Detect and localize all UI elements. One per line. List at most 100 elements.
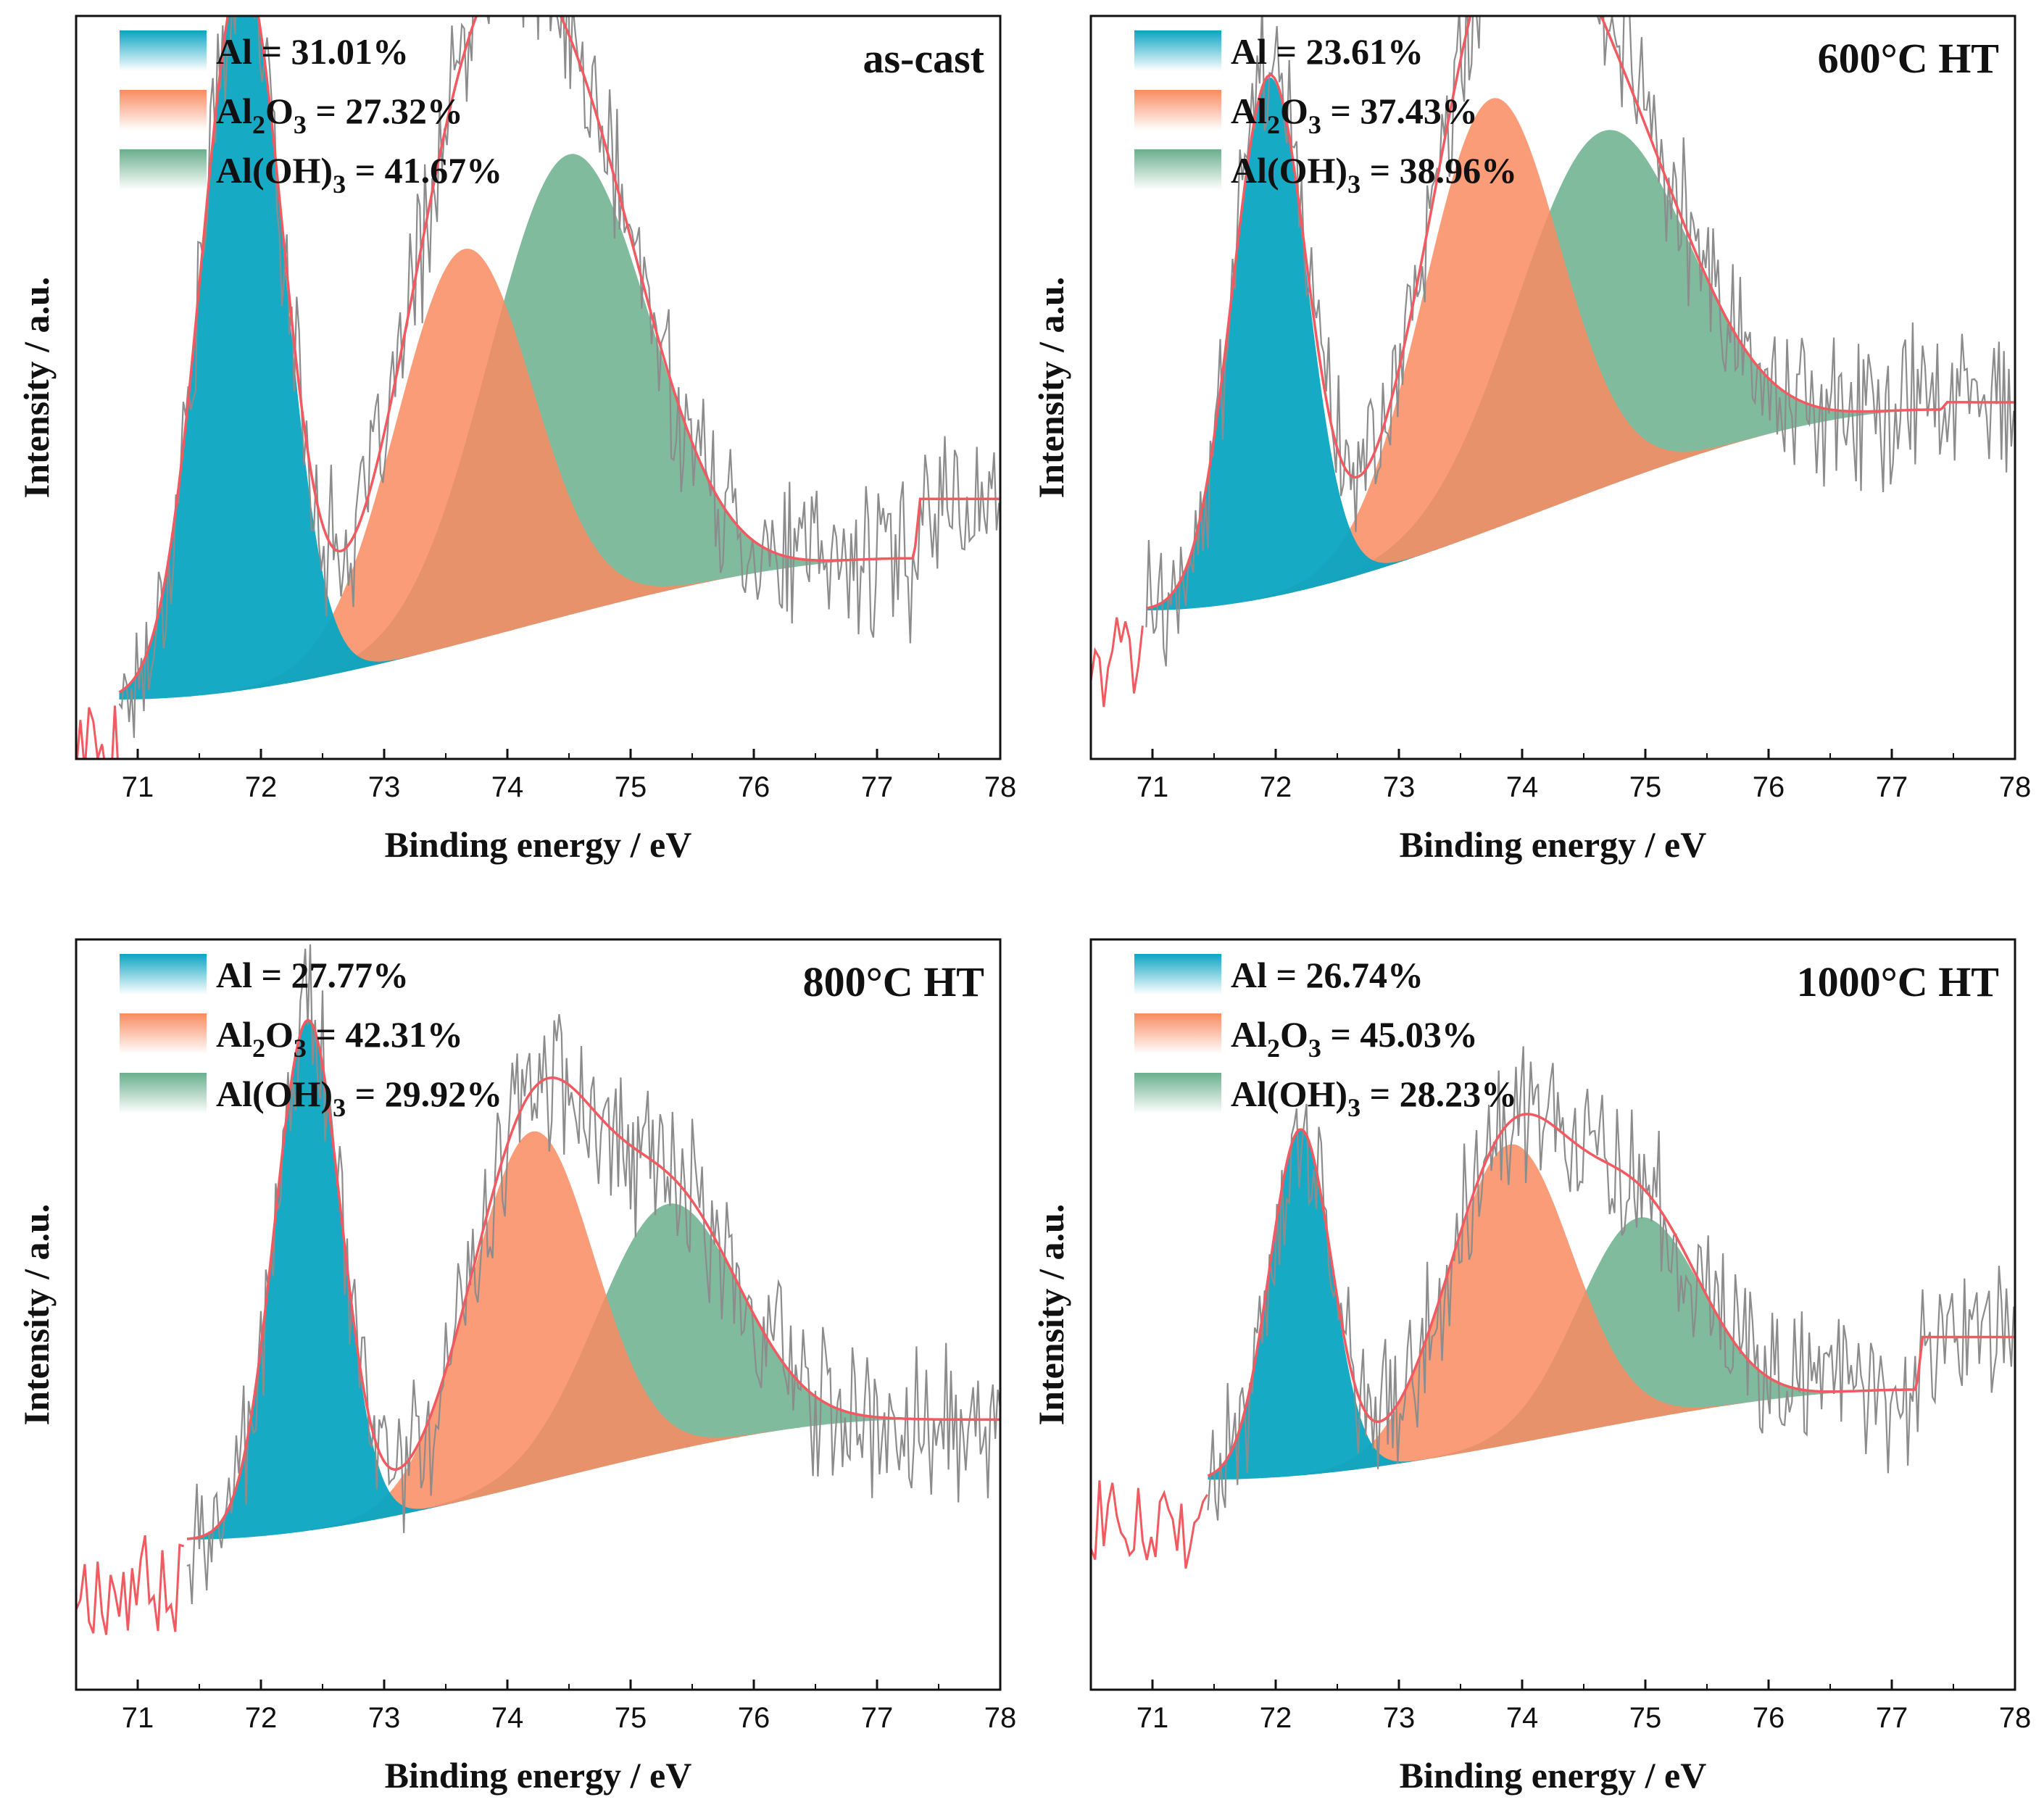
legend-swatch-aloh3: [1134, 1073, 1221, 1113]
panel-2: 71 72 73 74 75 76 77 78 Binding energy / eV Inten…: [1031, 14, 2032, 865]
peak-fill-al: [119, 16, 1000, 700]
legend-label: Al = 23.61%: [1231, 31, 1424, 72]
peak-fill-al: [187, 1021, 1000, 1540]
legend-swatch-al2o3: [1134, 1013, 1221, 1054]
plot-area: [1091, 1046, 2015, 1569]
panel-label: 800°C HT: [803, 958, 984, 1005]
x-tick-label: 74: [1506, 771, 1539, 803]
x-tick-label: 76: [738, 771, 770, 803]
lead-in-line: [1091, 617, 1144, 707]
x-tick-label: 73: [1383, 1702, 1416, 1734]
lead-in-line: [76, 705, 119, 759]
legend-label: Al = 31.01%: [216, 31, 409, 72]
panel-3: 71 72 73 74 75 76 77 78 Binding energy / eV Inten…: [16, 938, 1017, 1796]
envelope-fit-line: [1207, 1113, 2014, 1477]
x-tick-label: 75: [615, 1702, 647, 1734]
legend-label: Al = 27.77%: [216, 955, 409, 995]
legend: Al = 31.01% Al2O3 = 27.32% Al(OH)3 = 41.67…: [120, 30, 502, 199]
plot-area: [76, 944, 1000, 1635]
legend-swatch-al2o3: [120, 1013, 207, 1054]
plot-frame: [75, 14, 1002, 760]
y-axis-title: Intensity / a.u.: [1031, 277, 1071, 499]
envelope-fit-line: [118, 16, 1000, 694]
peak-fill-al2o3: [1208, 1144, 2014, 1480]
x-tick-label: 74: [491, 771, 524, 803]
x-tick-label: 74: [491, 1702, 524, 1734]
x-tick-label: 73: [368, 771, 401, 803]
panel-label: 1000°C HT: [1797, 958, 1999, 1005]
legend: Al = 26.74% Al2O3 = 45.03% Al(OH)3 = 28.23…: [1134, 954, 1517, 1122]
legend: Al = 27.77% Al2O3 = 42.31% Al(OH)3 = 29.92…: [120, 954, 502, 1122]
peak-fill-al: [1146, 77, 2014, 611]
legend-label: Al2O3 = 27.32%: [216, 91, 463, 139]
x-tick-label: 78: [1999, 771, 2032, 803]
x-tick-label: 77: [1876, 1702, 1908, 1734]
panel-4: 71 72 73 74 75 76 77 78 Binding energy / eV Inten…: [1031, 938, 2032, 1796]
plot-frame: [75, 938, 1002, 1691]
x-axis-title: Binding energy / eV: [385, 1755, 692, 1796]
legend-swatch-aloh3: [120, 149, 207, 190]
legend-swatch-al: [120, 954, 207, 995]
peak-fill-al2o3: [1146, 98, 2014, 610]
x-tick-label: 77: [1876, 771, 1908, 803]
x-tick-label: 74: [1506, 1702, 1539, 1734]
x-tick-label: 72: [1260, 1702, 1292, 1734]
peak-fill-al2o3: [119, 249, 1000, 700]
x-tick-label: 71: [1137, 1702, 1169, 1734]
x-tick-label: 76: [1753, 771, 1785, 803]
legend-swatch-aloh3: [1134, 149, 1221, 190]
x-tick-label: 78: [1999, 1702, 2032, 1734]
x-tick-label: 76: [738, 1702, 770, 1734]
panel-1: 71 72 73 74 75 76 77 78 Binding energy / eV Inten…: [16, 14, 1017, 865]
legend-label: Al(OH)3 = 29.92%: [216, 1074, 502, 1122]
peak-fill-aloh3: [119, 154, 1000, 700]
x-tick-label: 71: [1137, 771, 1169, 803]
legend-label: Al(OH)3 = 38.96%: [1231, 150, 1517, 199]
legend-swatch-al2o3: [1134, 90, 1221, 130]
x-tick-label: 77: [861, 1702, 894, 1734]
x-tick-label: 71: [122, 1702, 154, 1734]
x-axis-title: Binding energy / eV: [1400, 1755, 1707, 1796]
x-tick-label: 78: [984, 771, 1017, 803]
y-axis-title: Intensity / a.u.: [16, 277, 57, 499]
panel-label: as-cast: [863, 35, 984, 82]
legend-label: Al2O3 = 37.43%: [1231, 91, 1478, 139]
legend-label: Al(OH)3 = 41.67%: [216, 150, 502, 199]
x-tick-label: 78: [984, 1702, 1017, 1734]
x-tick-label: 75: [1629, 1702, 1662, 1734]
y-axis-title: Intensity / a.u.: [1031, 1204, 1071, 1426]
x-tick-label: 75: [1629, 771, 1662, 803]
y-axis-title: Intensity / a.u.: [16, 1204, 57, 1426]
x-tick-label: 72: [245, 771, 278, 803]
x-tick-label: 71: [122, 771, 154, 803]
raw-spectrum-line: [1207, 1046, 2015, 1521]
legend-label: Al(OH)3 = 28.23%: [1231, 1074, 1517, 1122]
raw-spectrum-line: [118, 16, 1000, 738]
plot-frame: [1089, 14, 2016, 760]
panel-label: 600°C HT: [1818, 35, 1999, 82]
x-tick-label: 73: [1383, 771, 1416, 803]
legend-swatch-aloh3: [120, 1073, 207, 1113]
x-tick-label: 73: [368, 1702, 401, 1734]
legend-swatch-al: [1134, 954, 1221, 995]
peak-fill-al: [1208, 1130, 2014, 1480]
legend-swatch-al: [1134, 30, 1221, 71]
x-tick-label: 72: [1260, 771, 1292, 803]
peak-fill-al2o3: [187, 1131, 1000, 1540]
plot-area: [1091, 16, 2015, 707]
legend-swatch-al: [120, 30, 207, 71]
legend-label: Al2O3 = 45.03%: [1231, 1014, 1478, 1063]
raw-spectrum-line: [186, 944, 1000, 1604]
raw-spectrum-line: [1145, 16, 2015, 667]
legend-label: Al2O3 = 42.31%: [216, 1014, 463, 1063]
x-tick-label: 75: [615, 771, 647, 803]
x-tick-label: 72: [245, 1702, 278, 1734]
legend-label: Al = 26.74%: [1231, 955, 1424, 995]
plot-frame: [1089, 938, 2016, 1691]
x-axis-title: Binding energy / eV: [385, 824, 692, 865]
lead-in-line: [1091, 1480, 1208, 1569]
legend-swatch-al2o3: [120, 90, 207, 130]
legend: Al = 23.61% Al2O3 = 37.43% Al(OH)3 = 38.96…: [1134, 30, 1517, 199]
x-axis-title: Binding energy / eV: [1400, 824, 1707, 865]
